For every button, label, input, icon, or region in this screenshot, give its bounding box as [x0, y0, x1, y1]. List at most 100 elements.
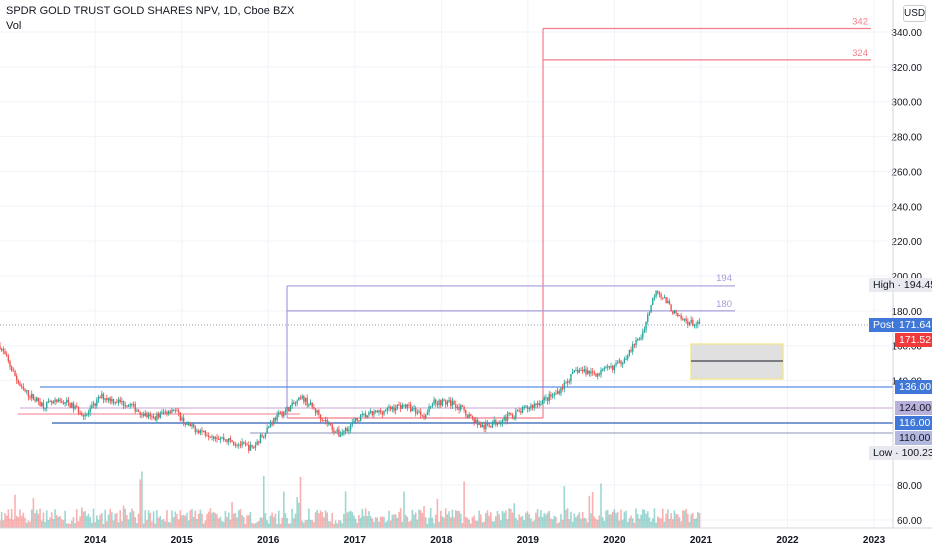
candle-body [446, 401, 449, 405]
candle-body [246, 444, 248, 446]
candle-body [119, 399, 121, 403]
volume-bar [635, 508, 637, 528]
volume-bar [371, 518, 374, 528]
volume-bar [625, 510, 627, 528]
candle-body [408, 404, 410, 406]
candle-body [583, 369, 586, 372]
volume-bar [480, 514, 482, 528]
volume-bar [32, 498, 35, 528]
candle-body [241, 441, 243, 446]
candle-body [132, 404, 135, 406]
candle-body [74, 406, 76, 409]
volume-bar [279, 523, 282, 528]
volume-bar [169, 522, 172, 528]
candle-body [284, 410, 287, 412]
volume-bar [683, 511, 686, 528]
volume-bar [291, 508, 293, 528]
candle-body [475, 419, 477, 423]
volume-bar [221, 521, 223, 528]
volume-bar [439, 510, 442, 528]
volume-bar [134, 517, 137, 528]
candle-body [473, 417, 475, 423]
x-tick-label: 2022 [776, 535, 799, 546]
volume-bar [525, 512, 527, 528]
volume-bar [626, 521, 629, 528]
candle-body [404, 404, 407, 408]
candle-body [64, 402, 66, 404]
volume-bar [611, 511, 614, 528]
candle-body [622, 363, 624, 365]
volume-bar [25, 522, 28, 528]
x-tick-label: 2023 [863, 535, 886, 546]
candle-body [283, 411, 285, 417]
volume-bar [461, 522, 464, 528]
candle-body [269, 423, 272, 428]
candle-body [463, 406, 465, 411]
candle-body [197, 430, 200, 433]
volume-bar [396, 517, 399, 528]
candle-body [44, 407, 46, 409]
candle-body [476, 419, 479, 425]
volume-bar [381, 516, 384, 528]
candle-body [391, 407, 394, 410]
volume-bar [535, 512, 537, 528]
volume-bar [5, 515, 8, 528]
volume-bar [174, 511, 177, 528]
candle-body [299, 397, 302, 399]
candle-body [72, 402, 75, 409]
volume-bar [234, 513, 237, 528]
volume-bar [293, 518, 295, 528]
symbol-title[interactable]: SPDR GOLD TRUST GOLD SHARES NPV, 1D, Cbo… [6, 5, 295, 17]
volume-bar [344, 491, 347, 528]
currency-button[interactable]: USD [903, 5, 926, 22]
volume-bar [214, 513, 217, 528]
volume-bar [601, 517, 604, 528]
candle-body [69, 403, 71, 408]
volume-bar [449, 517, 452, 528]
candle-body [71, 402, 73, 408]
candle-body [0, 348, 3, 350]
volume-bar [596, 519, 599, 528]
volume-bar [678, 517, 681, 528]
candle-body [627, 355, 629, 359]
volume-bar [254, 523, 257, 528]
volume-bar [348, 511, 350, 528]
volume-bar [343, 513, 345, 528]
candle-body [318, 410, 320, 415]
candle-body [316, 410, 318, 413]
candle-body [276, 414, 278, 421]
volume-bar [403, 491, 405, 528]
candle-body [336, 429, 338, 432]
candle-body [647, 314, 649, 322]
volume-bar [429, 508, 432, 528]
candle-body [490, 426, 492, 428]
candle-body [608, 366, 611, 368]
candle-body [531, 405, 534, 408]
candle-body [563, 382, 565, 389]
candle-body [493, 420, 495, 424]
candle-body [538, 403, 540, 405]
candle-body [234, 444, 237, 446]
volume-bar [546, 512, 549, 528]
grid-lines [0, 0, 893, 528]
candle-body [617, 362, 619, 364]
candle-body [425, 414, 427, 419]
candle-body [228, 438, 230, 442]
volume-bar [62, 520, 65, 528]
volume-indicator-label[interactable]: Vol [6, 20, 22, 32]
candle-body [36, 397, 38, 401]
volume-bar [219, 516, 222, 528]
volume-bar [294, 513, 297, 528]
volume-bar [222, 521, 225, 528]
volume-bar [369, 516, 372, 528]
candle-body [42, 402, 45, 409]
volume-bar [354, 518, 357, 528]
volume-bar [237, 510, 240, 528]
volume-bar [271, 512, 273, 528]
volume-bar [560, 514, 562, 528]
candle-body [39, 401, 41, 406]
volume-bar [144, 510, 147, 528]
candle-body [435, 399, 437, 404]
